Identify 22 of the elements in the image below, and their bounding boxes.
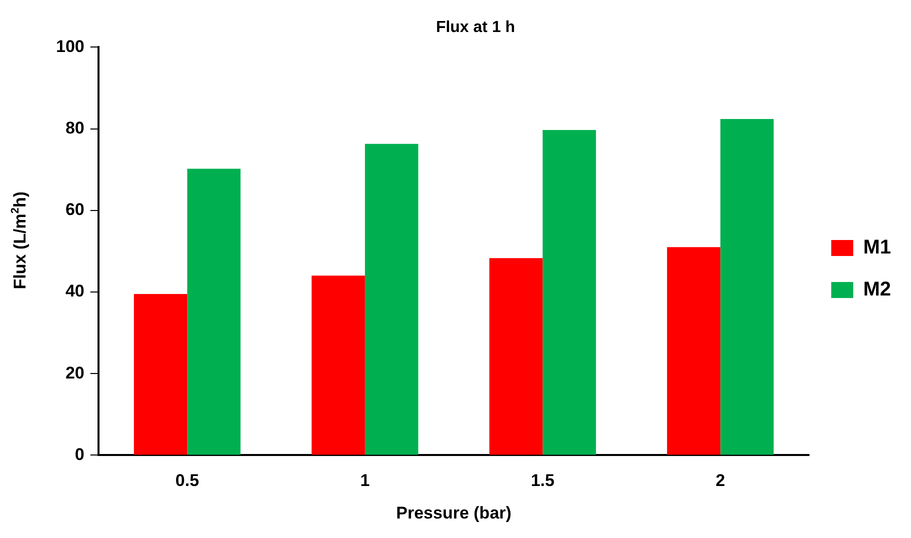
bar <box>187 168 241 455</box>
bar <box>312 276 365 455</box>
legend-label: M1 <box>863 236 892 259</box>
y-tick-label: 80 <box>65 118 84 138</box>
y-tick-label: 40 <box>65 282 84 301</box>
y-tick-label: 100 <box>56 36 84 56</box>
legend-label: M2 <box>863 278 892 301</box>
bar <box>667 247 720 455</box>
x-axis-title: Pressure (bar) <box>396 503 512 522</box>
y-tick-label: 0 <box>74 444 84 464</box>
x-tick-label: 2 <box>716 471 726 490</box>
bar <box>489 258 543 455</box>
bar <box>720 119 774 455</box>
bar <box>134 294 188 455</box>
chart-title: Flux at 1 h <box>436 19 516 36</box>
x-tick-label: 0.5 <box>175 471 200 490</box>
x-tick-label: 1 <box>360 471 370 490</box>
bar <box>364 144 418 455</box>
y-tick-label: 20 <box>65 363 84 382</box>
x-tick-label: 1.5 <box>530 471 554 490</box>
bar <box>542 130 596 455</box>
y-tick-label: 60 <box>65 200 84 220</box>
